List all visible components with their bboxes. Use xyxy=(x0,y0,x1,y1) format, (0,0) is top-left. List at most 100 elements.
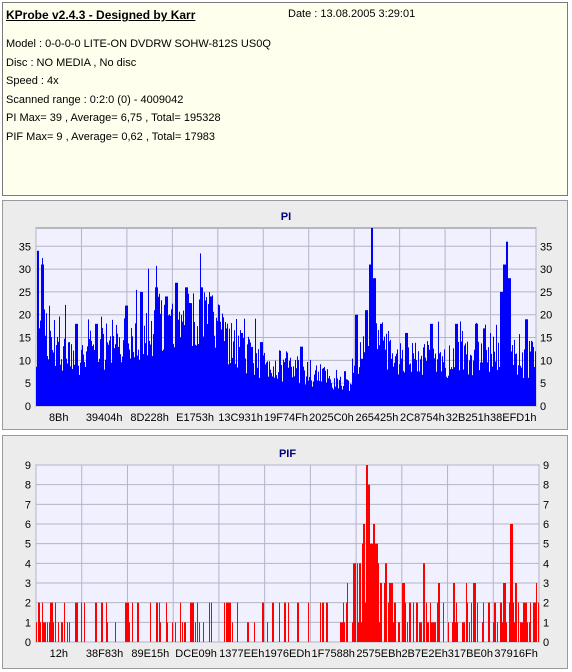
data-bar xyxy=(114,348,115,406)
data-bar xyxy=(70,366,71,406)
data-bar xyxy=(104,369,105,406)
data-bar xyxy=(278,372,279,406)
data-bar xyxy=(52,602,53,642)
data-bar xyxy=(476,322,477,406)
data-bar xyxy=(332,387,333,406)
data-bar xyxy=(386,563,387,642)
data-bar xyxy=(285,602,286,642)
data-bar xyxy=(341,622,342,642)
data-bar xyxy=(306,376,307,406)
data-bar xyxy=(50,602,51,642)
model-line: Model : 0-0-0-0 LITE-ON DVDRW SOHW-812S … xyxy=(6,38,271,50)
data-bar xyxy=(83,354,84,406)
data-bar xyxy=(483,328,484,406)
data-bar xyxy=(164,304,165,406)
data-bar xyxy=(512,345,513,406)
data-bar xyxy=(352,358,353,406)
data-bar xyxy=(399,364,400,406)
info-panel: KProbe v2.4.3 - Designed by Karr Date : … xyxy=(2,2,568,196)
data-bar xyxy=(36,622,37,642)
data-bar xyxy=(182,622,183,642)
data-bar xyxy=(359,367,360,406)
data-bar xyxy=(398,374,399,406)
data-bar xyxy=(40,622,41,642)
data-bar xyxy=(343,602,344,642)
data-bar xyxy=(515,583,516,642)
data-bar xyxy=(404,372,405,406)
data-bar xyxy=(485,324,486,406)
data-bar xyxy=(455,323,456,406)
data-bar xyxy=(523,378,524,406)
y-tick-label-right: 35 xyxy=(540,241,552,253)
data-bar xyxy=(279,602,280,642)
data-bar xyxy=(228,602,229,642)
data-bar xyxy=(508,278,509,406)
data-bar xyxy=(494,602,495,642)
data-bar xyxy=(423,563,424,642)
data-bar xyxy=(75,602,76,642)
data-bar xyxy=(438,583,439,642)
data-bar xyxy=(222,313,223,406)
data-bar xyxy=(467,341,468,406)
data-bar xyxy=(168,315,169,406)
data-bar xyxy=(361,622,362,642)
data-bar xyxy=(483,602,484,642)
data-bar xyxy=(435,353,436,406)
data-bar xyxy=(493,336,494,406)
data-bar xyxy=(87,346,88,406)
data-bar xyxy=(154,310,155,406)
data-bar xyxy=(284,602,285,642)
x-tick-label: 1F7588h xyxy=(312,648,355,660)
data-bar xyxy=(513,602,514,642)
data-bar xyxy=(236,318,237,406)
data-bar xyxy=(102,327,103,406)
data-bar xyxy=(248,336,249,406)
data-bar xyxy=(302,346,303,406)
y-tick-label-right: 10 xyxy=(540,355,552,367)
data-bar xyxy=(57,336,58,406)
data-bar xyxy=(378,330,379,406)
data-bar xyxy=(391,358,392,406)
data-bar xyxy=(253,363,254,406)
data-bar xyxy=(514,339,515,406)
data-bar xyxy=(344,622,345,642)
data-bar xyxy=(480,362,481,406)
y-tick-label-left: 0 xyxy=(25,637,31,649)
data-bar xyxy=(262,342,263,406)
data-bar xyxy=(273,602,274,642)
data-bar xyxy=(347,379,348,406)
data-bar xyxy=(183,310,184,406)
data-bar xyxy=(125,305,126,406)
data-bar xyxy=(388,330,389,406)
data-bar xyxy=(416,602,417,642)
data-bar xyxy=(492,366,493,406)
x-tick-label: 1377EEh xyxy=(219,648,264,660)
data-bar xyxy=(435,622,436,642)
data-bar xyxy=(440,352,441,406)
y-tick-label-left: 7 xyxy=(25,499,31,511)
data-bar xyxy=(434,358,435,406)
data-bar xyxy=(496,324,497,406)
data-bar xyxy=(199,299,200,406)
data-bar xyxy=(355,563,356,642)
data-bar xyxy=(420,622,421,642)
data-bar xyxy=(81,349,82,406)
data-bar xyxy=(428,622,429,642)
data-bar xyxy=(366,310,367,406)
data-bar xyxy=(283,359,284,406)
data-bar xyxy=(227,323,228,406)
data-bar xyxy=(359,563,360,642)
data-bar xyxy=(171,309,172,406)
data-bar xyxy=(94,349,95,406)
data-bar xyxy=(157,287,158,406)
data-bar xyxy=(187,287,188,406)
data-bar xyxy=(446,376,447,406)
data-bar xyxy=(328,378,329,406)
data-bar xyxy=(331,383,332,406)
data-bar xyxy=(385,349,386,406)
data-bar xyxy=(244,318,245,406)
data-bar xyxy=(95,602,96,642)
data-bar xyxy=(117,333,118,406)
data-bar xyxy=(153,334,154,406)
data-bar xyxy=(281,365,282,406)
